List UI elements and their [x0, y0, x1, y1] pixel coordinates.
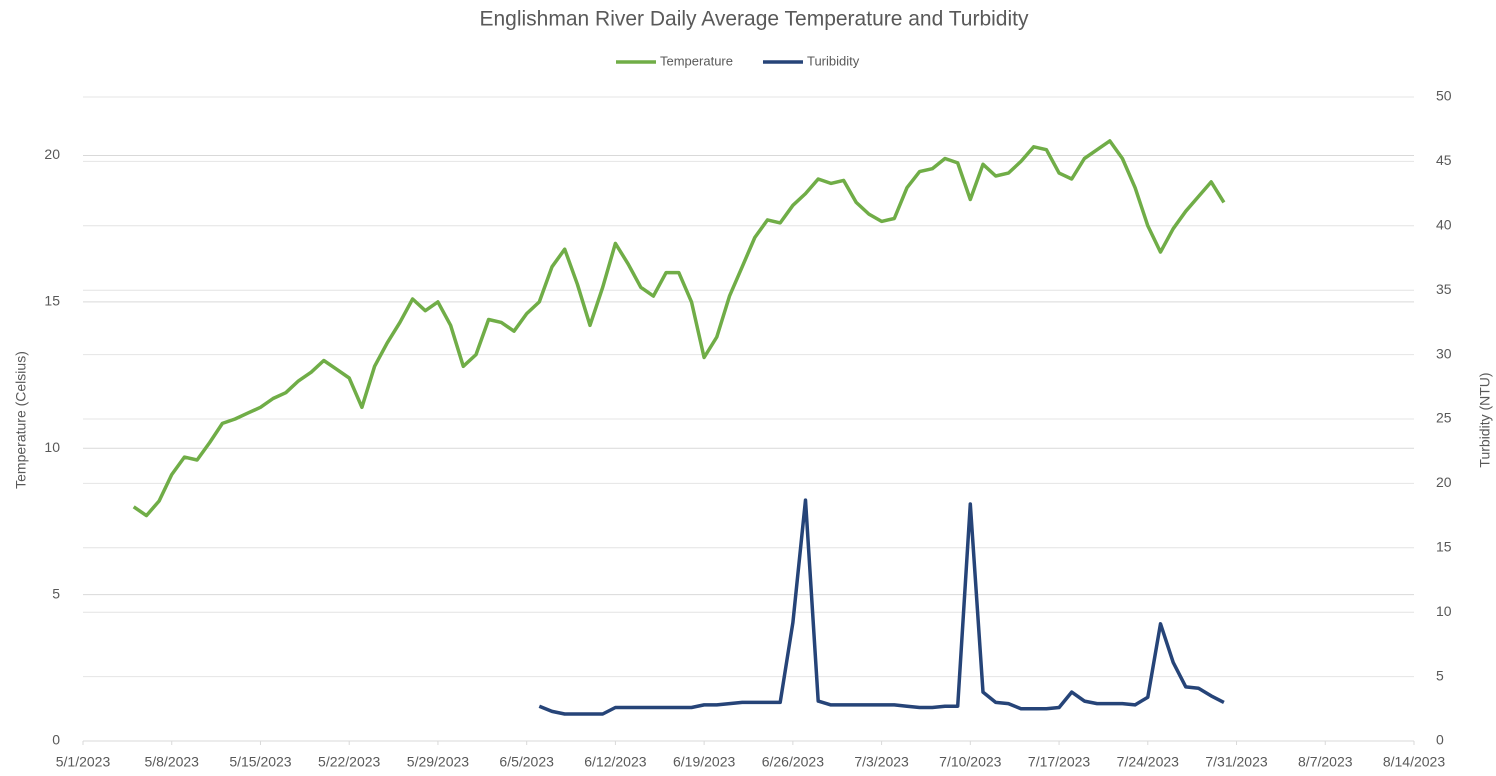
legend-label: Turibidity [807, 53, 860, 68]
x-tick-label: 5/22/2023 [318, 754, 380, 770]
y2-tick-label: 40 [1436, 217, 1452, 233]
y-tick-label: 5 [52, 585, 60, 601]
y2-tick-label: 35 [1436, 281, 1452, 297]
x-tick-label: 6/26/2023 [762, 754, 824, 770]
y2-tick-label: 15 [1436, 539, 1452, 555]
y-tick-label: 20 [44, 146, 60, 162]
series-line [132, 139, 1226, 518]
y-axis-label: Temperature (Celsius) [13, 351, 29, 489]
y-tick-label: 10 [44, 439, 60, 455]
y2-tick-label: 5 [1436, 667, 1444, 683]
x-tick-label: 5/15/2023 [229, 754, 291, 770]
y2-tick-label: 0 [1436, 732, 1444, 748]
x-tick-label: 6/19/2023 [673, 754, 735, 770]
x-tick-label: 7/31/2023 [1205, 754, 1267, 770]
y2-tick-label: 30 [1436, 345, 1452, 361]
x-tick-label: 6/5/2023 [499, 754, 554, 770]
x-tick-label: 8/14/2023 [1383, 754, 1445, 770]
y2-tick-label: 10 [1436, 603, 1452, 619]
y2-tick-label: 25 [1436, 410, 1452, 426]
x-tick-label: 7/17/2023 [1028, 754, 1090, 770]
x-tick-label: 6/12/2023 [584, 754, 646, 770]
x-tick-label: 7/10/2023 [939, 754, 1001, 770]
x-tick-label: 5/1/2023 [56, 754, 111, 770]
x-tick-label: 5/29/2023 [407, 754, 469, 770]
x-tick-label: 7/24/2023 [1117, 754, 1179, 770]
y2-axis-label: Turbidity (NTU) [1477, 372, 1493, 467]
y2-tick-label: 50 [1436, 88, 1452, 104]
x-tick-label: 8/7/2023 [1298, 754, 1353, 770]
series-line [538, 498, 1225, 716]
legend-label: Temperature [660, 53, 733, 68]
y-tick-label: 0 [52, 732, 60, 748]
y2-tick-label: 20 [1436, 474, 1452, 490]
x-tick-label: 7/3/2023 [854, 754, 909, 770]
y2-tick-label: 45 [1436, 152, 1452, 168]
chart-title: Englishman River Daily Average Temperatu… [479, 8, 1029, 31]
y-tick-label: 15 [44, 293, 60, 309]
x-tick-label: 5/8/2023 [144, 754, 199, 770]
